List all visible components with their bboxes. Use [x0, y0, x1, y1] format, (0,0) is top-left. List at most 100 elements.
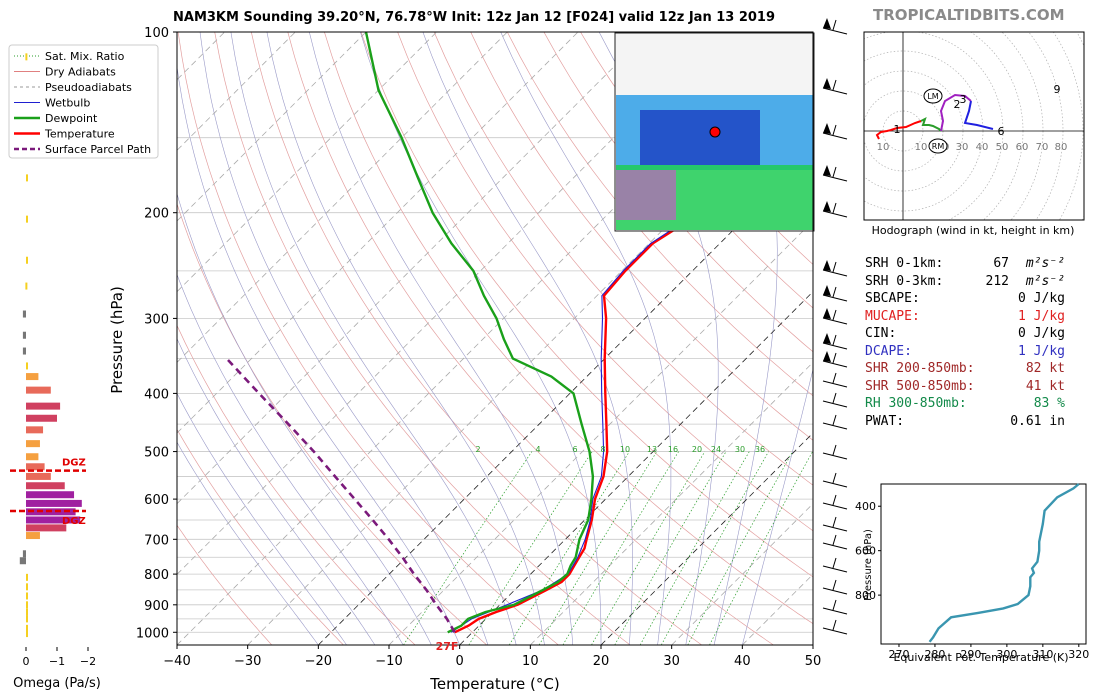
wind-barbs [822, 18, 848, 635]
stat-label: SHR 500-850mb: [865, 378, 975, 394]
hodograph-ring-label: 60 [1016, 142, 1029, 153]
isotherm [177, 32, 367, 222]
stat-value: 82 kt [1025, 361, 1065, 376]
wind-barb-flag [823, 308, 831, 319]
omega-tick-label: 0 [23, 655, 30, 668]
hodograph-caption: Hodograph (wind in kt, height in km) [872, 224, 1075, 237]
wind-barb-feather [832, 414, 837, 426]
wind-barb-feather [832, 352, 837, 364]
isotherm [318, 149, 813, 645]
wind-barb-shaft [822, 452, 848, 460]
omega-bar [26, 491, 75, 499]
hodograph-ring-label: 10 [915, 142, 928, 153]
wind-barb-flag [823, 285, 831, 296]
stat-label: SBCAPE: [865, 291, 920, 306]
wind-barb-flag [823, 165, 831, 176]
stat-label: SRH 0-1km: [865, 256, 944, 271]
mixing-ratio-line [403, 451, 533, 645]
x-tick-label: −20 [305, 654, 332, 669]
wind-barb-shaft [822, 422, 848, 430]
hodograph-trace [920, 117, 942, 132]
isotherm [671, 503, 813, 645]
omega-bar [26, 402, 61, 410]
skewt-plot-area [177, 32, 1100, 645]
omega-bar [26, 463, 45, 471]
y-tick-label: 700 [144, 533, 169, 548]
y-tick-label: 800 [144, 568, 169, 583]
mixing-ratio-label: 6 [572, 445, 577, 454]
isotherm [177, 32, 508, 363]
dry-adiabat [214, 32, 631, 645]
y-tick-label: 200 [144, 207, 169, 222]
omega-bar [26, 174, 28, 182]
y-tick-label: 400 [144, 387, 169, 402]
hodograph-height-label: 9 [1054, 83, 1061, 96]
mixing-ratio-line [508, 451, 630, 645]
dry-adiabat [397, 32, 813, 532]
hodograph: 10102030405060708012369LMRMHodograph (wi… [863, 31, 1085, 237]
mixing-ratio-label: 10 [620, 445, 630, 454]
omega-panel: DGZ DGZ 0 −1 −2 Omega (Pa/s) [10, 53, 101, 691]
omega-bar [25, 282, 28, 290]
wind-barb-shaft [822, 502, 848, 510]
mixing-ratio-line [614, 451, 727, 645]
dry-adiabat [360, 32, 813, 578]
omega-bar [26, 573, 28, 581]
isotherm [530, 361, 813, 645]
dry-adiabat [433, 32, 813, 486]
mixing-ratio-label: 20 [692, 445, 702, 454]
chart-title: NAM3KM Sounding 39.20°N, 76.78°W Init: 1… [173, 10, 776, 25]
omega-axis-label: Omega (Pa/s) [13, 676, 101, 691]
theta-e-x-tick-label: 310 [1032, 648, 1053, 661]
mixing-ratio-label: 13 [647, 445, 657, 454]
omega-bar [19, 557, 26, 565]
dry-adiabat [177, 32, 559, 645]
theta-e-x-axis-label: Equivalent Pot. Temperature (K) [893, 651, 1068, 664]
hodograph-ring-label: 40 [976, 142, 989, 153]
hodograph-height-label: 6 [998, 125, 1005, 138]
omega-bar [22, 347, 26, 355]
pseudoadiabat [177, 192, 432, 645]
theta-e-x-tick-label: 270 [888, 648, 909, 661]
stat-label: SHR 200-850mb: [865, 361, 975, 376]
wind-barb-flag [823, 351, 831, 362]
wind-barb-shaft [822, 27, 848, 35]
omega-bar [26, 362, 28, 370]
stat-value: 67 [993, 256, 1009, 271]
isotherm [600, 432, 813, 645]
pseudoadiabat [177, 64, 460, 645]
stat-label: MUCAPE: [865, 308, 920, 324]
legend-label: Temperature [44, 128, 115, 141]
dry-adiabat [506, 32, 813, 397]
x-tick-label: −40 [163, 654, 190, 669]
legend-label: Pseudoadiabats [45, 81, 132, 94]
hodograph-trace [875, 120, 922, 140]
hodograph-ring-label: 30 [956, 142, 969, 153]
theta-e-y-axis-label: Pressure (hPa) [863, 529, 874, 601]
mixing-ratio-line [709, 451, 813, 645]
omega-bar [26, 624, 28, 632]
isotherm [177, 32, 579, 434]
dry-adiabat [873, 32, 1100, 645]
wind-barb-feather [832, 619, 837, 631]
location-marker [709, 126, 721, 138]
dry-adiabat [177, 524, 273, 645]
y-tick-label: 900 [144, 599, 169, 614]
mixing-ratio-label: 16 [668, 445, 678, 454]
dewpoint-line [364, 32, 595, 634]
y-tick-label: 600 [144, 493, 169, 508]
omega-tick-label: −2 [80, 655, 96, 668]
mixing-ratio-label: 24 [711, 445, 721, 454]
mixing-ratio-label: 2 [475, 445, 480, 454]
wind-barb-flag [823, 78, 831, 89]
pseudoadiabat [500, 32, 672, 645]
surface-parcel-path-line [225, 357, 456, 633]
stat-label: DCAPE: [865, 343, 912, 359]
mixing-ratio-line [591, 451, 706, 645]
omega-bar [26, 601, 28, 609]
map-inset [614, 32, 815, 232]
mixing-ratio-line [660, 451, 769, 645]
storm-motion-label: RM [932, 142, 945, 151]
wind-barb-shaft [822, 174, 848, 182]
wind-barb-shaft [822, 210, 848, 218]
